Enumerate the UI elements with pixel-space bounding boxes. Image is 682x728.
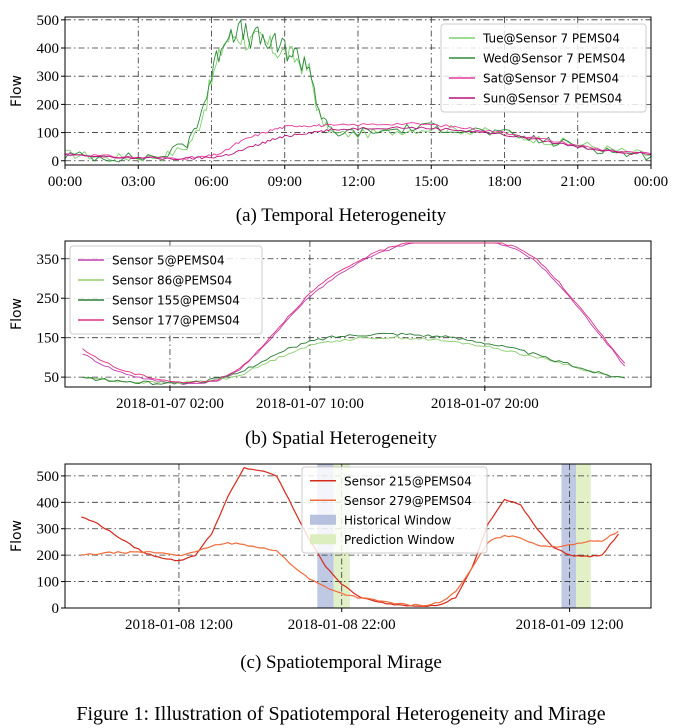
legend-swatch-3 [310,534,336,545]
legend-label-2: Sat@Sensor 7 PEMS04 [483,72,619,86]
legend-label-1: Wed@Sensor 7 PEMS04 [483,52,626,66]
plot-frame [64,463,652,609]
y-tick-label-0: 0 [52,601,60,617]
series-line-wed-sensor-7-pems04 [64,19,652,163]
x-tick-label-0: 2018-01-07 02:00 [116,396,224,412]
figure-caption: Figure 1: Illustration of Spatiotemporal… [76,703,606,725]
legend-label-1: Sensor 86@PEMS04 [112,274,232,288]
x-tick-label-0: 2018-01-08 12:00 [125,617,233,633]
x-tick-label-2: 2018-01-09 12:00 [516,617,624,633]
plot-frame [64,240,652,388]
series-line-sensor-86-pems04 [82,336,625,384]
subcaption-a: (a) Temporal Heterogeneity [235,205,447,226]
y-axis-label: Flow [9,520,25,552]
legend-label-2: Historical Window [344,513,452,527]
y-tick-label-1: 150 [37,331,60,347]
x-tick-label-1: 2018-01-08 22:00 [288,617,396,633]
x-tick-label-8: 00:00 [634,174,668,190]
x-tick-label-3: 09:00 [268,174,302,190]
y-tick-label-5: 500 [37,469,60,485]
y-tick-label-3: 350 [37,252,60,268]
subcaption-b: (b) Spatial Heterogeneity [244,428,438,449]
x-tick-label-1: 03:00 [121,174,155,190]
legend-label-1: Sensor 279@PEMS04 [344,494,472,508]
legend-label-0: Tue@Sensor 7 PEMS04 [482,32,620,46]
legend-box [301,466,488,554]
y-tick-label-2: 200 [37,97,60,113]
shaded-window-1-1 [576,464,591,608]
y-tick-label-0: 50 [44,370,59,386]
y-tick-label-2: 200 [37,548,60,564]
series-line-sat-sensor-7-pems04 [64,122,652,160]
legend-label-0: Sensor 5@PEMS04 [112,254,225,268]
y-tick-label-3: 300 [37,69,60,85]
legend-box [69,245,263,335]
x-tick-label-0: 00:00 [48,174,82,190]
series-line-sun-sensor-7-pems04 [64,126,652,160]
x-tick-label-5: 15:00 [414,174,448,190]
x-tick-label-2: 2018-01-07 20:00 [431,396,539,412]
y-tick-label-4: 400 [37,495,60,511]
series-line-sensor-5-pems04 [82,242,626,385]
series-line-sensor-155-pems04 [82,332,625,385]
chart-0: 0 100 200 300 400 500 00:00 03:00 06:00 09:00 12:0… [9,13,668,190]
shaded-window-0-1 [561,464,577,608]
y-axis-label: Flow [9,298,25,330]
series-line-sensor-177-pems04 [82,242,626,384]
legend-box [440,23,647,113]
legend-swatch-2 [310,514,336,525]
legend-label-3: Sensor 177@PEMS04 [112,314,240,328]
chart-1: 50 150 250 350 2018-01-07 02:00 2018-01-07 10… [9,240,652,412]
legend-label-2: Sensor 155@PEMS04 [112,294,240,308]
series-line-sensor-215-pems04 [81,467,619,608]
y-tick-label-2: 250 [37,291,60,307]
legend-label-0: Sensor 215@PEMS04 [344,474,472,488]
y-axis-label: Flow [9,75,25,107]
y-tick-label-0: 0 [52,154,60,170]
y-tick-label-4: 400 [37,41,60,57]
series-line-sensor-279-pems04 [81,530,619,607]
x-tick-label-1: 2018-01-07 10:00 [256,396,364,412]
chart-2: 0 100 200 300 400 500 2018-01-08 12:00 2018-01-… [9,463,652,633]
legend-label-3: Sun@Sensor 7 PEMS04 [483,92,622,106]
subcaption-c: (c) Spatiotemporal Mirage [240,652,442,673]
x-tick-label-2: 06:00 [194,174,228,190]
x-tick-label-7: 21:00 [561,174,595,190]
x-tick-label-4: 12:00 [341,174,375,190]
y-tick-label-1: 100 [37,126,60,142]
legend-label-3: Prediction Window [344,533,455,547]
y-tick-label-1: 100 [37,575,60,591]
y-tick-label-3: 300 [37,522,60,538]
x-tick-label-6: 18:00 [487,174,521,190]
y-tick-label-5: 500 [37,13,60,29]
